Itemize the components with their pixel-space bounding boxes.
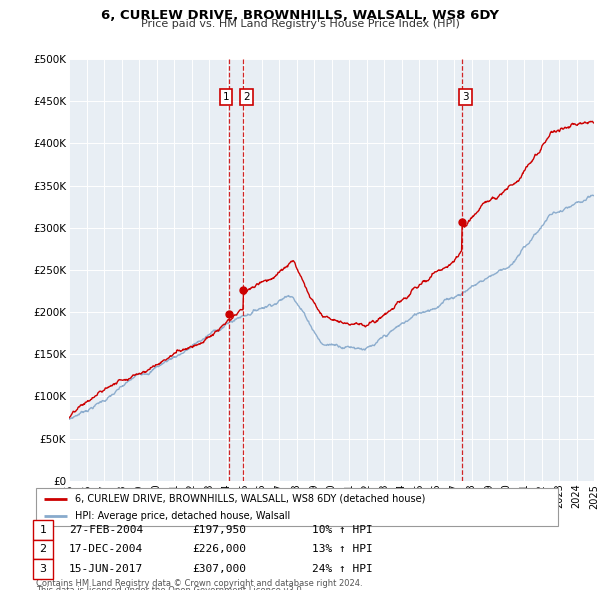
Text: £226,000: £226,000 xyxy=(192,545,246,554)
Text: 24% ↑ HPI: 24% ↑ HPI xyxy=(312,564,373,573)
Text: £307,000: £307,000 xyxy=(192,564,246,573)
Text: HPI: Average price, detached house, Walsall: HPI: Average price, detached house, Wals… xyxy=(75,512,290,522)
Text: 27-FEB-2004: 27-FEB-2004 xyxy=(69,525,143,535)
Text: 3: 3 xyxy=(40,564,46,573)
Text: 17-DEC-2004: 17-DEC-2004 xyxy=(69,545,143,554)
Text: This data is licensed under the Open Government Licence v3.0.: This data is licensed under the Open Gov… xyxy=(36,586,304,590)
Text: 3: 3 xyxy=(463,92,469,102)
Text: £197,950: £197,950 xyxy=(192,525,246,535)
Text: 2: 2 xyxy=(40,545,46,554)
Text: Contains HM Land Registry data © Crown copyright and database right 2024.: Contains HM Land Registry data © Crown c… xyxy=(36,579,362,588)
Text: 13% ↑ HPI: 13% ↑ HPI xyxy=(312,545,373,554)
Text: Price paid vs. HM Land Registry's House Price Index (HPI): Price paid vs. HM Land Registry's House … xyxy=(140,19,460,30)
Text: 1: 1 xyxy=(40,525,46,535)
Text: 6, CURLEW DRIVE, BROWNHILLS, WALSALL, WS8 6DY: 6, CURLEW DRIVE, BROWNHILLS, WALSALL, WS… xyxy=(101,9,499,22)
Text: 2: 2 xyxy=(243,92,250,102)
Text: 10% ↑ HPI: 10% ↑ HPI xyxy=(312,525,373,535)
Text: 15-JUN-2017: 15-JUN-2017 xyxy=(69,564,143,573)
Text: 1: 1 xyxy=(223,92,229,102)
Text: 6, CURLEW DRIVE, BROWNHILLS, WALSALL, WS8 6DY (detached house): 6, CURLEW DRIVE, BROWNHILLS, WALSALL, WS… xyxy=(75,494,425,504)
